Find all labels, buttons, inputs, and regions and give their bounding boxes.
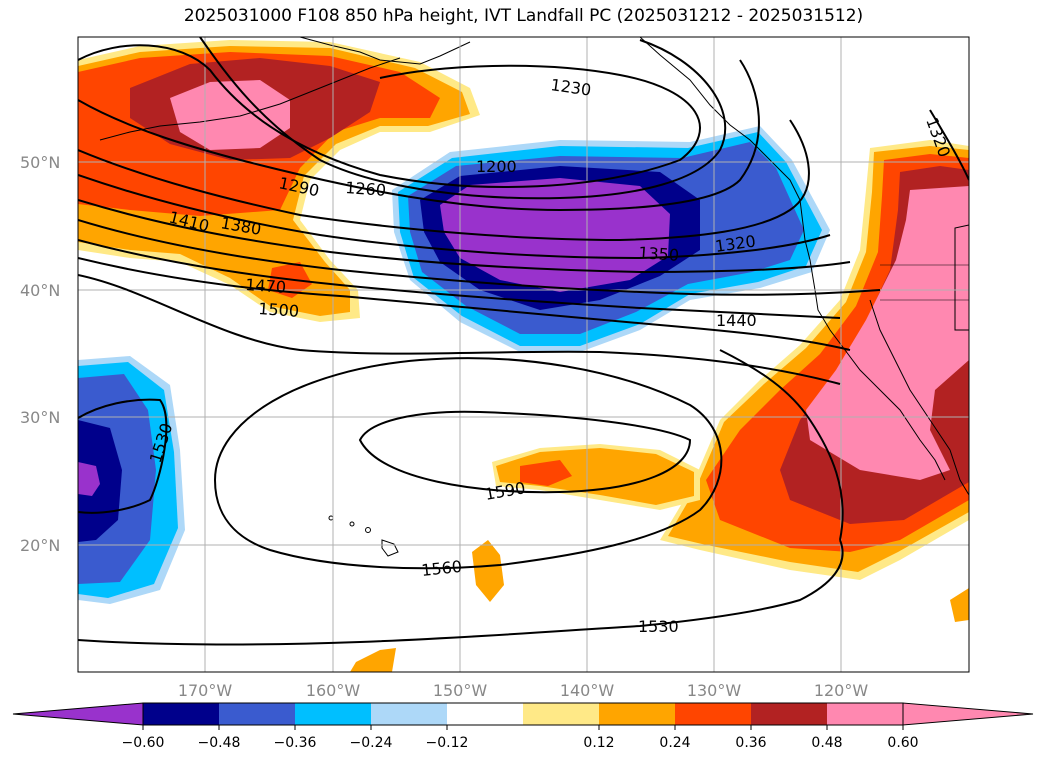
contour-1440 <box>78 239 841 319</box>
hawaii-big-island <box>381 539 399 557</box>
lon-tick-label: 170°W <box>178 681 233 700</box>
colorbar-tick-label: −0.48 <box>198 735 241 751</box>
contour-1530-west <box>78 398 168 514</box>
lat-tick-label: 50°N <box>20 153 60 172</box>
colorbar-extend-min <box>13 703 143 725</box>
colorbar-swatch <box>523 703 600 725</box>
map-frame <box>77 36 970 673</box>
lon-tick-label: 130°W <box>687 681 742 700</box>
colorbar-tick-label: −0.24 <box>350 735 393 751</box>
west-coast <box>639 37 946 481</box>
contour-1350 <box>78 174 831 260</box>
colorbar-tick-label: 0.12 <box>583 735 614 751</box>
contour-1560-east <box>719 349 844 541</box>
colorbar-extend-max <box>903 703 1033 725</box>
contour-1590 <box>358 410 692 494</box>
contour-label: 1260 <box>345 178 387 200</box>
colorbar-swatch <box>751 703 828 725</box>
colorbar-tick-label: −0.36 <box>274 735 317 751</box>
negative-anomaly-central <box>392 126 830 352</box>
contour-1260 <box>199 37 727 200</box>
colorbar-tick-label: 0.36 <box>735 735 766 751</box>
lat-tick-label: 40°N <box>20 281 60 300</box>
colorbar-swatches <box>13 703 1033 725</box>
colorbar-tick-label: 0.48 <box>811 735 842 751</box>
state-border <box>954 224 969 331</box>
baja-coast <box>869 299 969 496</box>
contour-1500 <box>78 274 841 385</box>
contour-1380 <box>78 199 851 274</box>
contour-label: 1530 <box>638 617 679 636</box>
positive-anomaly-northwest <box>78 40 480 322</box>
contour-label: 1470 <box>245 275 287 297</box>
contour-1470 <box>78 257 851 351</box>
alaska-coast <box>299 37 471 65</box>
contour-label: 1230 <box>549 75 592 99</box>
hawaii-island <box>349 521 355 527</box>
contour-1320 <box>78 119 810 242</box>
contour-1230 <box>78 44 701 188</box>
lat-tick-label: 20°N <box>20 536 60 555</box>
colorbar-swatch <box>827 703 904 725</box>
hawaii-island <box>365 527 371 533</box>
colorbar-swatch <box>295 703 372 725</box>
contour-label: 1500 <box>258 299 300 321</box>
colorbar-tick-label: 0.24 <box>659 735 690 751</box>
contour-label: 1590 <box>483 478 526 504</box>
lon-tick-label: 160°W <box>306 681 361 700</box>
colorbar: −0.60 −0.48 −0.36 −0.24 −0.12 0.12 0.24 0.36 0.4… <box>12 702 1034 751</box>
contour-labels: 1230 1200 1260 1290 1410 1380 1470 1500 … <box>146 75 954 636</box>
gridlines <box>78 37 969 672</box>
colorbar-ticks: −0.60 −0.48 −0.36 −0.24 −0.12 0.12 0.24 0.36 0.4… <box>122 725 919 751</box>
colorbar-tick-label: −0.60 <box>122 735 165 751</box>
ivt-shading <box>78 40 969 672</box>
political-lines <box>880 264 969 301</box>
negative-anomaly-west <box>78 356 185 604</box>
lon-tick-label: 150°W <box>433 681 488 700</box>
positive-anomaly-east <box>660 140 969 580</box>
colorbar-outline <box>142 702 904 726</box>
hawaii-island <box>328 515 334 521</box>
coastlines <box>99 37 969 557</box>
lat-tick-label: 30°N <box>20 408 60 427</box>
lon-tick-label: 140°W <box>560 681 615 700</box>
lon-tick-labels: 170°W 160°W 150°W 140°W 130°W 120°W <box>178 681 869 700</box>
contour-1320-east <box>929 109 969 181</box>
contour-label: 1560 <box>420 557 462 580</box>
colorbar-swatch <box>675 703 752 725</box>
colorbar-tick-label: −0.12 <box>426 735 469 751</box>
height-contours <box>78 37 969 646</box>
contour-label: 1200 <box>476 157 517 176</box>
colorbar-swatch <box>371 703 448 725</box>
contour-1290 <box>78 59 760 212</box>
contour-label: 1440 <box>716 311 757 330</box>
positive-anomaly-subtropical <box>350 444 969 672</box>
contour-1560 <box>213 357 723 570</box>
lat-tick-labels: 50°N 40°N 30°N 20°N <box>20 153 60 555</box>
map-title: 2025031000 F108 850 hPa height, IVT Land… <box>183 6 864 26</box>
lon-tick-label: 120°W <box>814 681 869 700</box>
colorbar-swatch <box>599 703 676 725</box>
colorbar-swatch <box>143 703 220 725</box>
contour-label: 1350 <box>638 243 680 265</box>
contour-1410 <box>78 219 881 296</box>
colorbar-swatch <box>447 703 524 725</box>
contour-1530-south <box>78 539 844 646</box>
colorbar-swatch <box>219 703 296 725</box>
colorbar-tick-label: 0.60 <box>887 735 918 751</box>
